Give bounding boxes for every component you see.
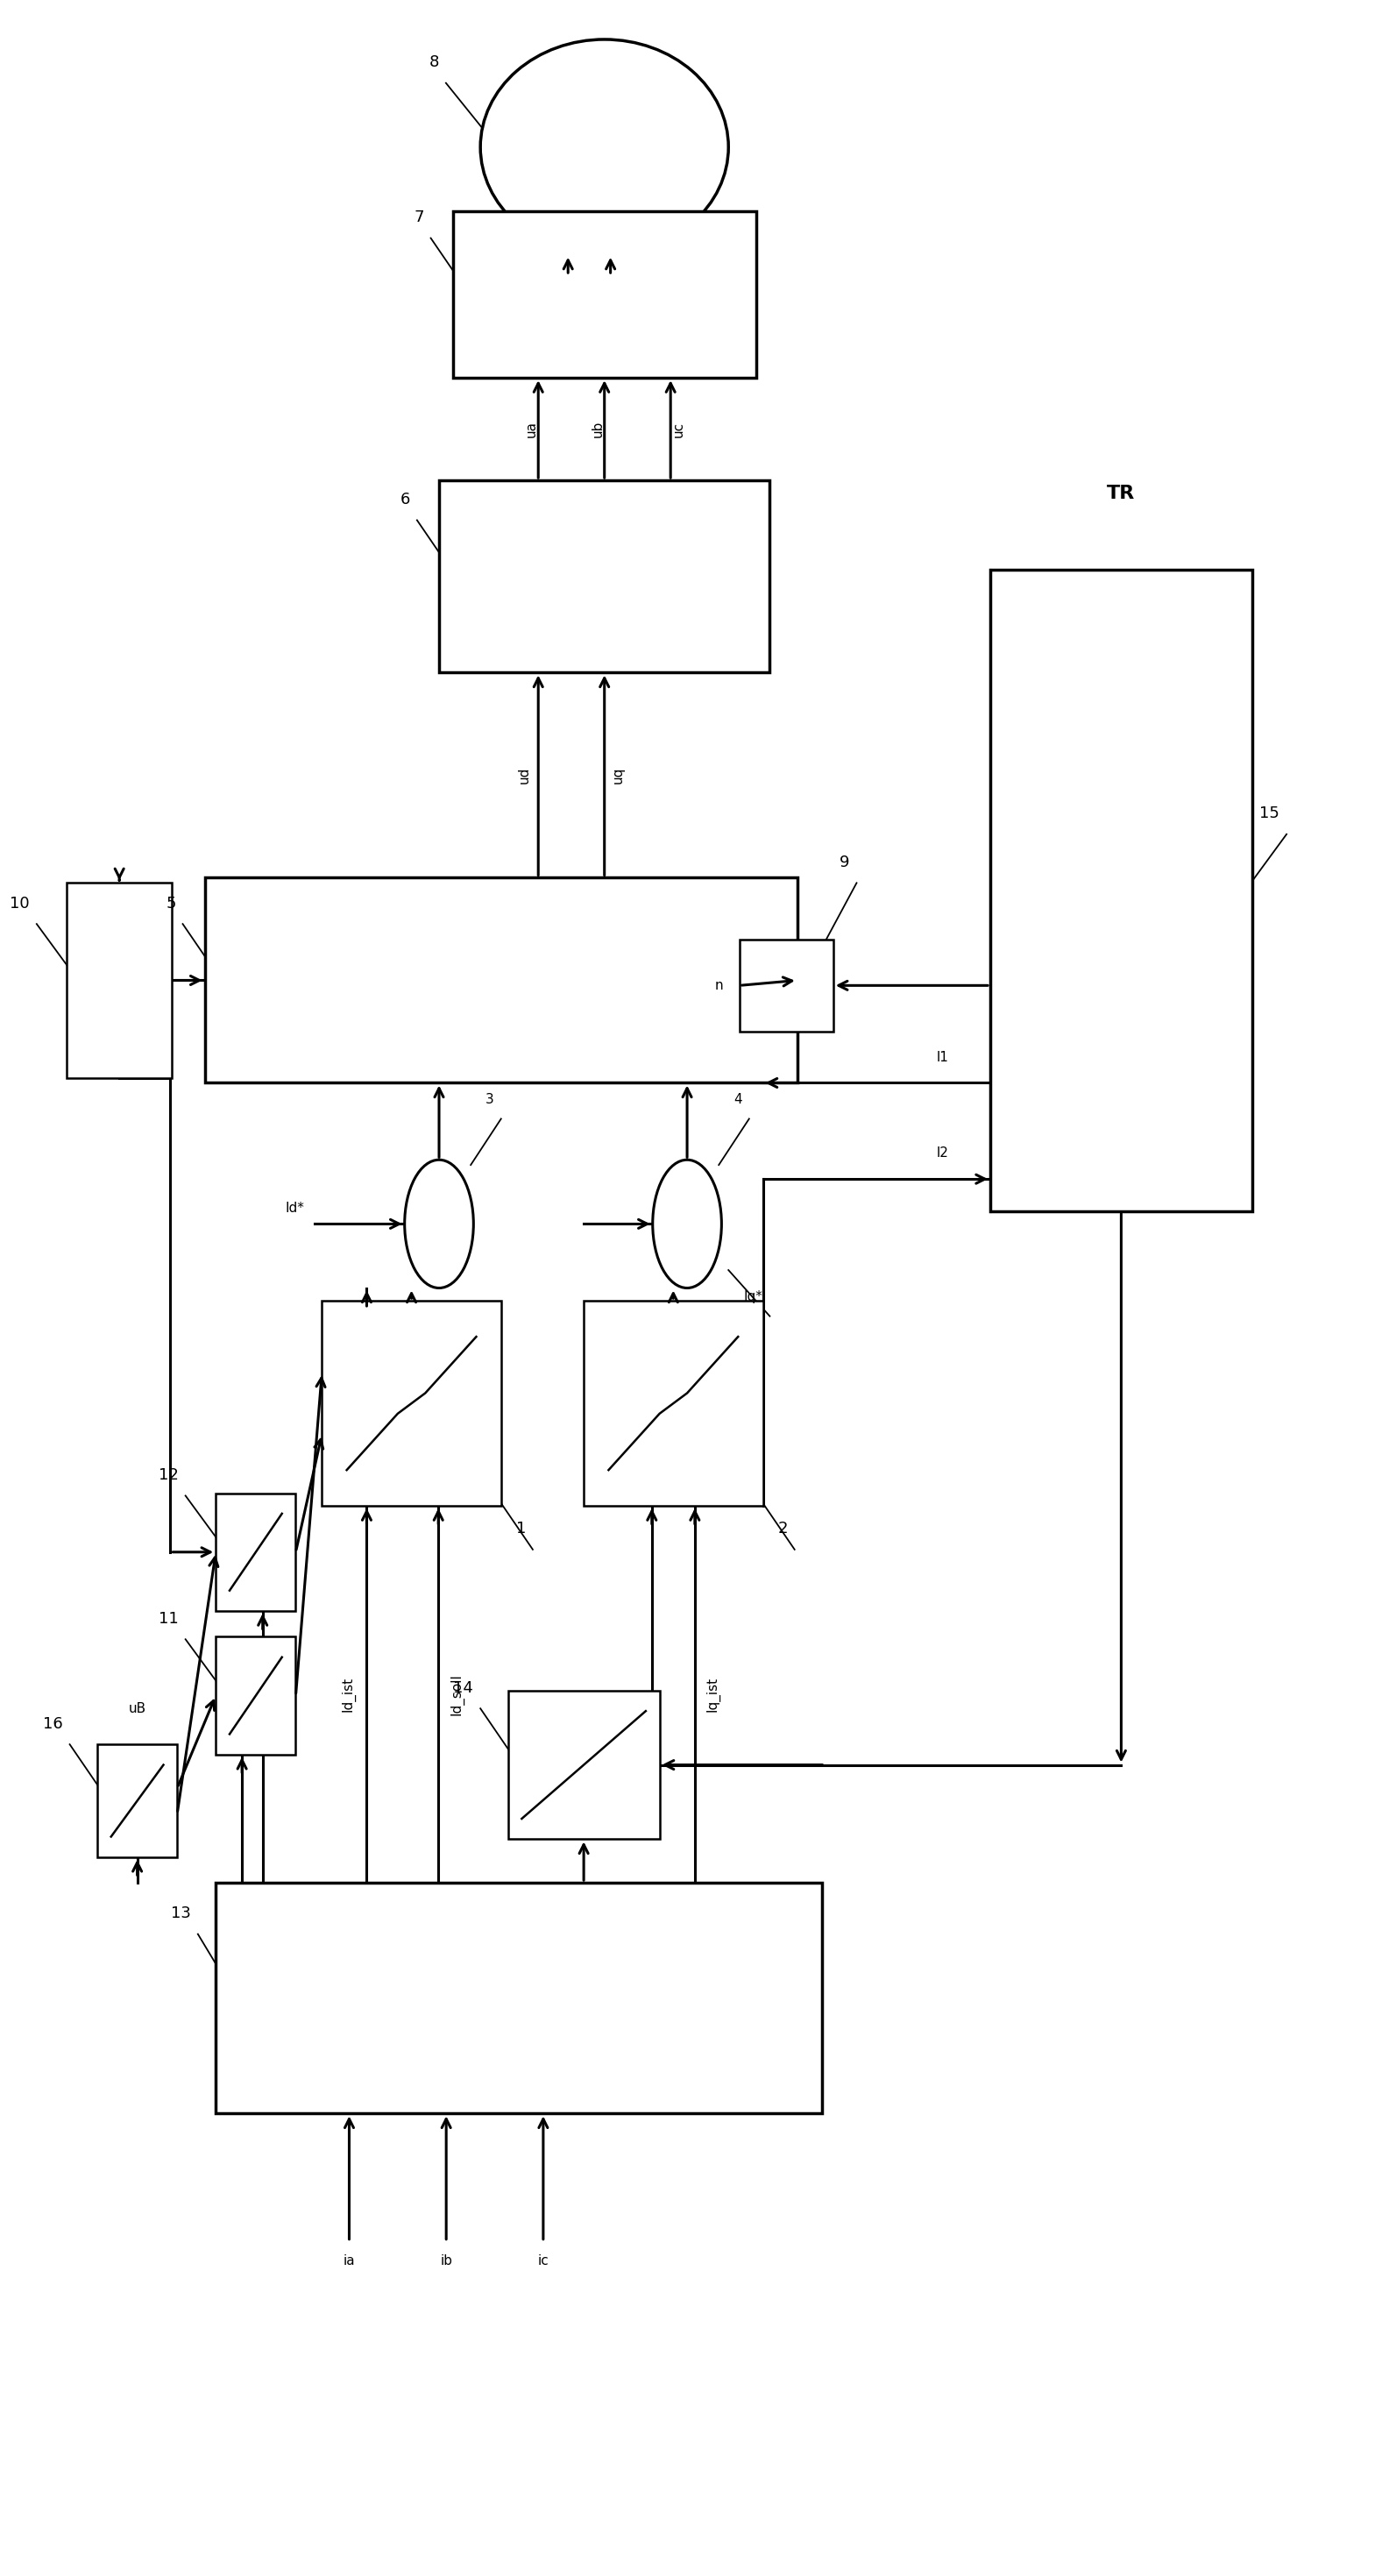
Text: uq: uq	[611, 768, 625, 783]
Text: 10: 10	[10, 896, 29, 912]
Ellipse shape	[480, 39, 729, 255]
Bar	[67, 884, 172, 1077]
Text: l1: l1	[937, 1051, 949, 1064]
Text: 15: 15	[1259, 806, 1280, 822]
Bar	[216, 1636, 296, 1754]
Text: 14: 14	[454, 1680, 473, 1695]
Text: 11: 11	[159, 1610, 179, 1625]
Text: 9: 9	[839, 855, 850, 871]
Bar	[322, 1301, 501, 1507]
Text: ib: ib	[440, 2254, 452, 2267]
Text: ub: ub	[591, 420, 604, 438]
Text: 8: 8	[429, 54, 440, 70]
Text: Iq_ist: Iq_ist	[706, 1677, 720, 1713]
Bar	[216, 1883, 822, 2112]
Text: n: n	[715, 979, 723, 992]
Bar	[98, 1744, 177, 1857]
Circle shape	[653, 1159, 722, 1288]
Bar	[584, 1301, 762, 1507]
Text: ic: ic	[537, 2254, 549, 2267]
Bar	[440, 479, 769, 672]
Text: ua: ua	[525, 420, 537, 438]
Text: Iq*: Iq*	[744, 1291, 762, 1303]
Text: 6: 6	[401, 492, 410, 507]
Text: 12: 12	[159, 1468, 179, 1484]
Text: Id_soll: Id_soll	[450, 1674, 463, 1716]
Text: 5: 5	[166, 896, 176, 912]
Bar	[216, 1494, 296, 1610]
Text: ud: ud	[518, 768, 530, 783]
Circle shape	[405, 1159, 473, 1288]
Text: uB: uB	[128, 1703, 147, 1716]
Text: 13: 13	[170, 1906, 191, 1922]
Bar	[990, 569, 1252, 1211]
Text: 4: 4	[734, 1092, 743, 1105]
Text: 1: 1	[517, 1520, 526, 1538]
Text: 7: 7	[413, 209, 424, 224]
Bar	[452, 211, 757, 379]
Text: TR: TR	[1107, 484, 1135, 502]
Text: uc: uc	[673, 420, 685, 438]
Text: Id*: Id*	[285, 1203, 304, 1216]
Bar	[508, 1690, 659, 1839]
Text: 16: 16	[43, 1716, 63, 1731]
Bar	[740, 940, 833, 1030]
Text: 2: 2	[778, 1520, 787, 1538]
Bar	[205, 878, 797, 1082]
Text: ia: ia	[343, 2254, 355, 2267]
Text: l2: l2	[937, 1146, 949, 1159]
Text: 3: 3	[486, 1092, 494, 1105]
Text: Id_ist: Id_ist	[342, 1677, 356, 1713]
